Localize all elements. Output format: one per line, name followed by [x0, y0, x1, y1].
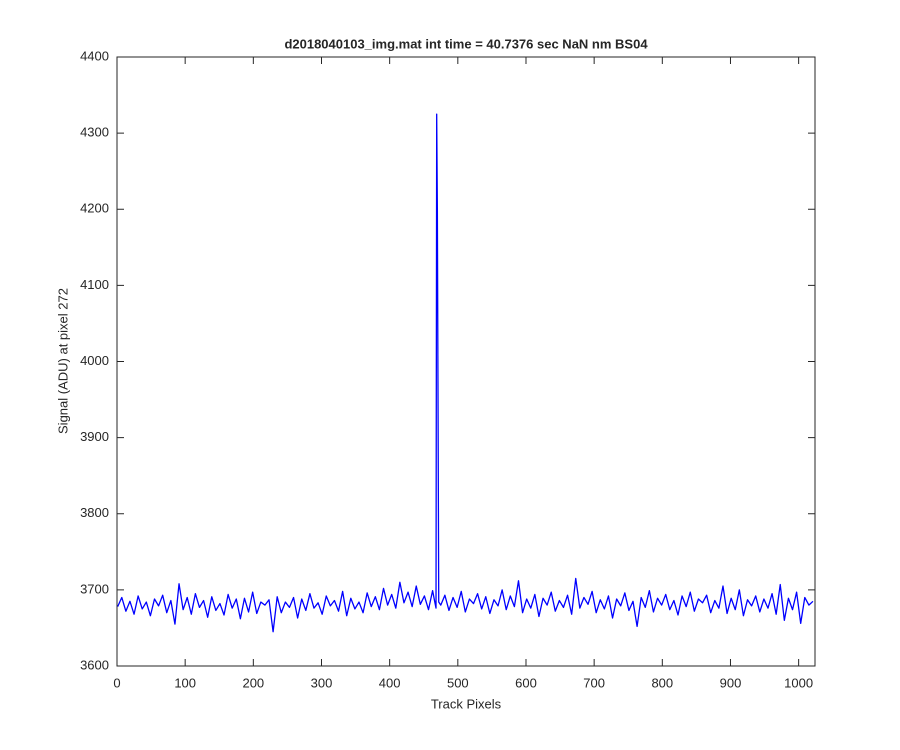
- y-tick-label: 3600: [80, 657, 109, 672]
- x-tick-label: 300: [311, 675, 333, 690]
- x-tick-label: 500: [447, 675, 469, 690]
- x-tick-label: 800: [651, 675, 673, 690]
- y-tick-label: 4400: [80, 48, 109, 63]
- x-tick-label: 200: [242, 675, 264, 690]
- y-tick-label: 3800: [80, 505, 109, 520]
- y-tick-label: 3700: [80, 581, 109, 596]
- x-axis-label: Track Pixels: [431, 696, 502, 711]
- x-tick-label: 0: [113, 675, 120, 690]
- y-axis-label: Signal (ADU) at pixel 272: [55, 288, 70, 434]
- y-tick-label: 4200: [80, 201, 109, 216]
- x-tick-label: 900: [720, 675, 742, 690]
- data-line: [117, 113, 814, 633]
- y-tick-label: 4100: [80, 277, 109, 292]
- y-tick-label: 4000: [80, 353, 109, 368]
- x-tick-label: 700: [583, 675, 605, 690]
- x-tick-label: 400: [379, 675, 401, 690]
- y-tick-label: 3900: [80, 429, 109, 444]
- plot-frame: [116, 56, 816, 667]
- x-tick-label: 600: [515, 675, 537, 690]
- x-tick-label: 1000: [784, 675, 813, 690]
- y-tick-label: 4300: [80, 125, 109, 140]
- x-tick-label: 100: [174, 675, 196, 690]
- chart-title: d2018040103_img.mat int time = 40.7376 s…: [284, 36, 648, 51]
- plot-area: [117, 57, 815, 666]
